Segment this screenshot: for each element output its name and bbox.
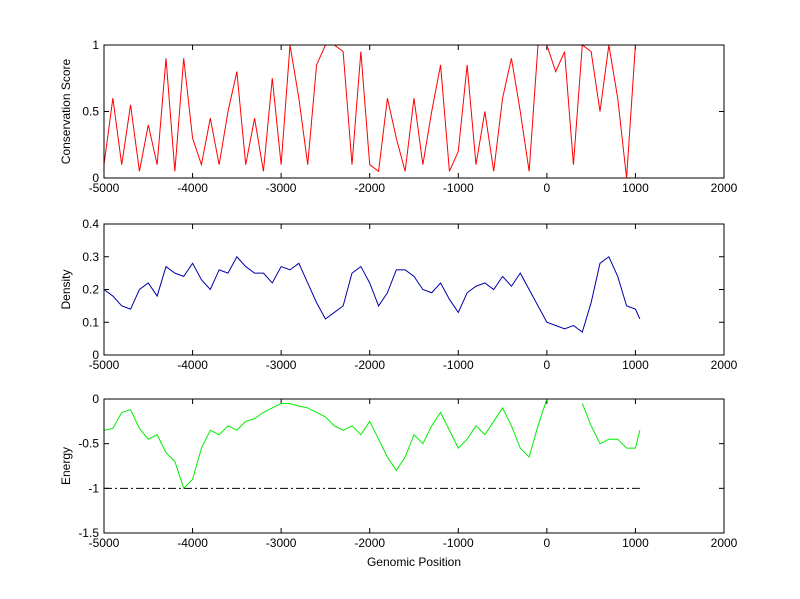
y-tick-label: 0.5 bbox=[82, 105, 99, 119]
y-tick-label: 1 bbox=[92, 38, 99, 52]
x-tick-label: 0 bbox=[544, 181, 551, 195]
x-tick-label: -1000 bbox=[443, 181, 474, 195]
data-line bbox=[103, 255, 641, 333]
y-axis-label: Conservation Score bbox=[59, 58, 73, 164]
plot-area bbox=[104, 45, 724, 178]
x-tick-label: -1000 bbox=[443, 536, 474, 550]
plot-area bbox=[104, 224, 724, 355]
x-tick-label: -4000 bbox=[177, 358, 208, 372]
x-tick-label: 2000 bbox=[711, 536, 738, 550]
x-tick-label: -2000 bbox=[354, 181, 385, 195]
y-tick-label: -0.5 bbox=[78, 437, 99, 451]
x-tick-label: -4000 bbox=[177, 181, 208, 195]
data-line bbox=[103, 44, 640, 179]
axes-box bbox=[103, 223, 725, 356]
y-tick-label: 0.3 bbox=[82, 250, 99, 264]
x-tick-label: -3000 bbox=[266, 536, 297, 550]
y-tick-label: 0 bbox=[92, 348, 99, 362]
x-tick-label: 1000 bbox=[622, 181, 649, 195]
x-tick-label: 2000 bbox=[711, 181, 738, 195]
x-tick-label: 1000 bbox=[622, 536, 649, 550]
x-tick-label: 0 bbox=[544, 358, 551, 372]
x-tick-label: -5000 bbox=[89, 536, 120, 550]
x-tick-label: 2000 bbox=[711, 358, 738, 372]
x-tick-label: -4000 bbox=[177, 536, 208, 550]
x-tick-label: -3000 bbox=[266, 358, 297, 372]
x-tick-label: -5000 bbox=[89, 358, 120, 372]
x-axis-label: Genomic Position bbox=[367, 555, 461, 569]
x-tick-label: 0 bbox=[544, 536, 551, 550]
y-tick-label: 0.1 bbox=[82, 315, 99, 329]
axes-box bbox=[103, 398, 725, 534]
x-tick-label: -3000 bbox=[266, 181, 297, 195]
x-tick-label: -2000 bbox=[354, 536, 385, 550]
y-axis-label: Energy bbox=[59, 447, 73, 485]
y-axis-label: Density bbox=[59, 269, 73, 309]
y-tick-label: -1.5 bbox=[78, 526, 99, 540]
x-tick-label: 1000 bbox=[622, 358, 649, 372]
y-tick-label: 0 bbox=[92, 171, 99, 185]
axes-box bbox=[103, 44, 725, 179]
y-tick-label: 0 bbox=[92, 392, 99, 406]
y-tick-label: 0.4 bbox=[82, 217, 99, 231]
data-line bbox=[103, 398, 641, 490]
plot-area bbox=[104, 399, 724, 533]
x-tick-label: -5000 bbox=[89, 181, 120, 195]
x-tick-label: -2000 bbox=[354, 358, 385, 372]
y-tick-label: 0.2 bbox=[82, 283, 99, 297]
x-tick-label: -1000 bbox=[443, 358, 474, 372]
y-tick-label: -1 bbox=[88, 481, 99, 495]
